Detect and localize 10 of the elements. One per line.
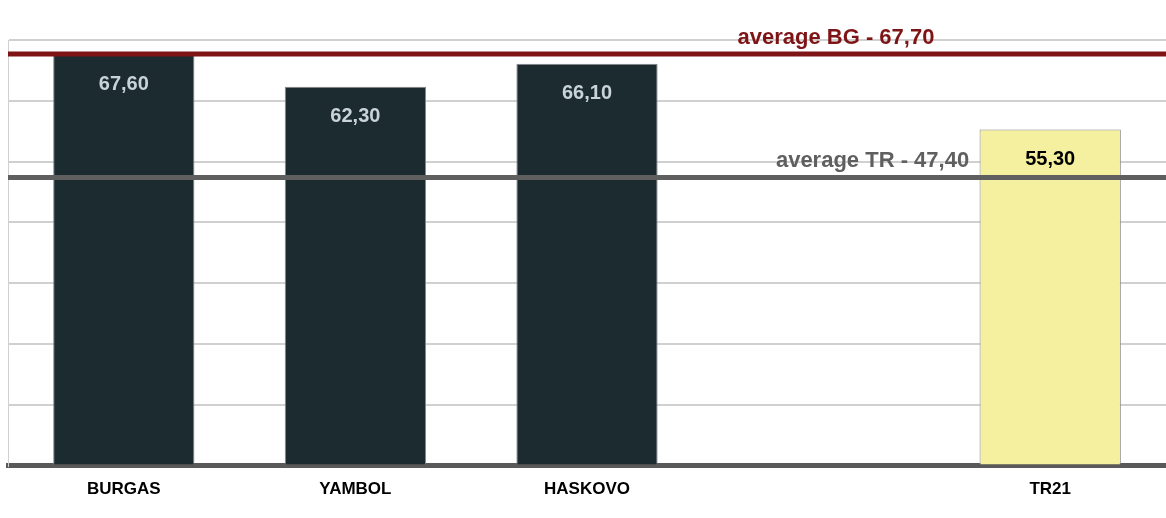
data-label: 66,10 — [561, 81, 613, 104]
ref-line-label: average BG - 67,70 — [737, 24, 935, 50]
data-label: 67,60 — [98, 72, 149, 95]
data-label: 55,30 — [1025, 146, 1076, 169]
x-tick-label: TR21 — [1029, 479, 1071, 499]
x-tick-label: HASKOVO — [544, 479, 630, 499]
x-tick-label: YAMBOL — [319, 479, 392, 499]
ref-line-label: average TR - 47,40 — [775, 147, 970, 173]
x-tick-label: BURGAS — [86, 479, 161, 499]
data-label: 62,30 — [330, 104, 381, 127]
